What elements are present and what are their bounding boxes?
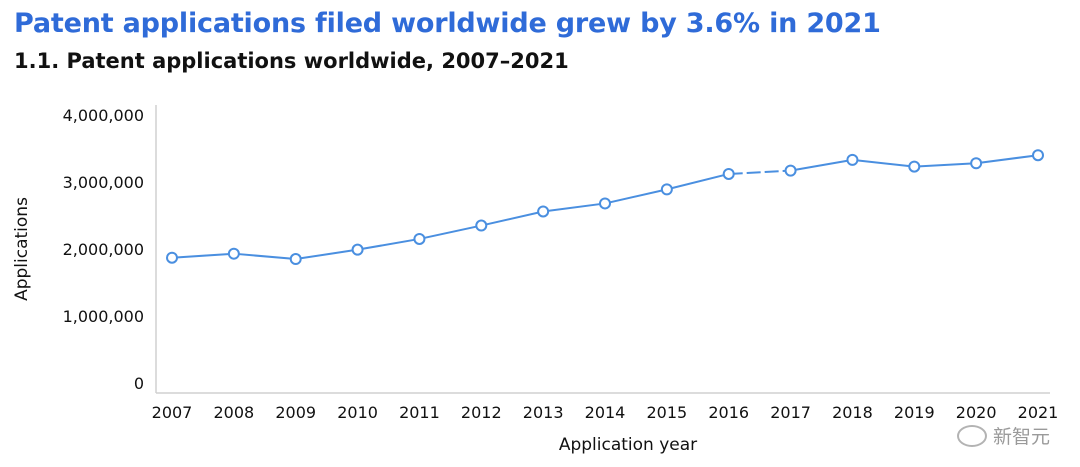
x-tick-label: 2019 (894, 403, 935, 422)
series-line-segment (357, 237, 420, 251)
series-line-segment (728, 169, 791, 175)
series-line-segment (233, 252, 296, 261)
y-tick-label: 3,000,000 (63, 173, 144, 192)
chart-subtitle: 1.1. Patent applications worldwide, 2007… (14, 49, 569, 73)
data-point-2008[interactable] (227, 247, 240, 260)
data-point-2009[interactable] (289, 253, 302, 266)
series-line-segment (481, 210, 544, 227)
series-line-segment (852, 158, 915, 168)
chart-axes (155, 105, 1050, 394)
data-point-2007[interactable] (166, 251, 178, 264)
y-axis-ticks: 0 1,000,000 2,000,000 3,000,000 4,000,000 (63, 106, 144, 393)
x-tick-label: 2020 (956, 403, 997, 422)
x-tick-label: 2015 (646, 403, 687, 422)
x-tick-label: 2016 (708, 403, 749, 422)
data-point-2012[interactable] (475, 219, 488, 232)
y-axis-label: Applications (12, 197, 32, 301)
y-tick-label: 0 (134, 374, 144, 393)
chart-title: Patent applications filed worldwide grew… (14, 8, 881, 39)
data-point-2020[interactable] (970, 157, 983, 170)
x-axis-label: Application year (559, 435, 697, 455)
series-line-segment (976, 154, 1039, 165)
x-tick-label: 2021 (1018, 403, 1059, 422)
y-tick-label: 1,000,000 (63, 307, 144, 326)
x-tick-label: 2014 (585, 403, 626, 422)
x-tick-label: 2007 (152, 403, 193, 422)
x-tick-label: 2009 (275, 403, 316, 422)
series-points[interactable] (166, 149, 1044, 266)
data-point-2013[interactable] (537, 205, 550, 218)
data-point-2018[interactable] (846, 153, 859, 166)
watermark-text: 新智元 (992, 426, 1050, 448)
series-line-segment (543, 202, 606, 213)
data-point-2014[interactable] (599, 197, 611, 210)
series-line-segment (419, 224, 482, 240)
x-tick-label: 2013 (523, 403, 564, 422)
x-tick-label: 2010 (337, 403, 378, 422)
series-line-segment (914, 162, 977, 168)
data-point-2017[interactable] (784, 164, 797, 177)
x-tick-label: 2012 (461, 403, 502, 422)
x-axis-ticks: 2007 2008 2009 2010 2011 2012 2013 2014 2015 2016… (152, 403, 1059, 422)
x-tick-label: 2017 (770, 403, 811, 422)
series-line-segment (295, 248, 358, 261)
data-point-2019[interactable] (908, 160, 921, 173)
series-line-segment (790, 158, 853, 172)
series-line-segment (604, 188, 668, 205)
series-lines (171, 154, 1039, 261)
data-point-2016[interactable] (722, 167, 735, 180)
series-line-segment (666, 172, 729, 191)
watermark: 新智元 (956, 422, 1050, 449)
data-point-2010[interactable] (351, 243, 364, 256)
y-tick-label: 4,000,000 (63, 106, 144, 125)
y-tick-label: 2,000,000 (63, 240, 144, 259)
series-line-segment (171, 252, 234, 259)
data-point-2021[interactable] (1032, 149, 1044, 162)
wechat-icon (956, 424, 987, 447)
x-tick-label: 2011 (399, 403, 440, 422)
data-point-2015[interactable] (660, 183, 673, 196)
x-tick-label: 2018 (832, 403, 873, 422)
data-point-2011[interactable] (413, 232, 426, 245)
x-tick-label: 2008 (213, 403, 254, 422)
